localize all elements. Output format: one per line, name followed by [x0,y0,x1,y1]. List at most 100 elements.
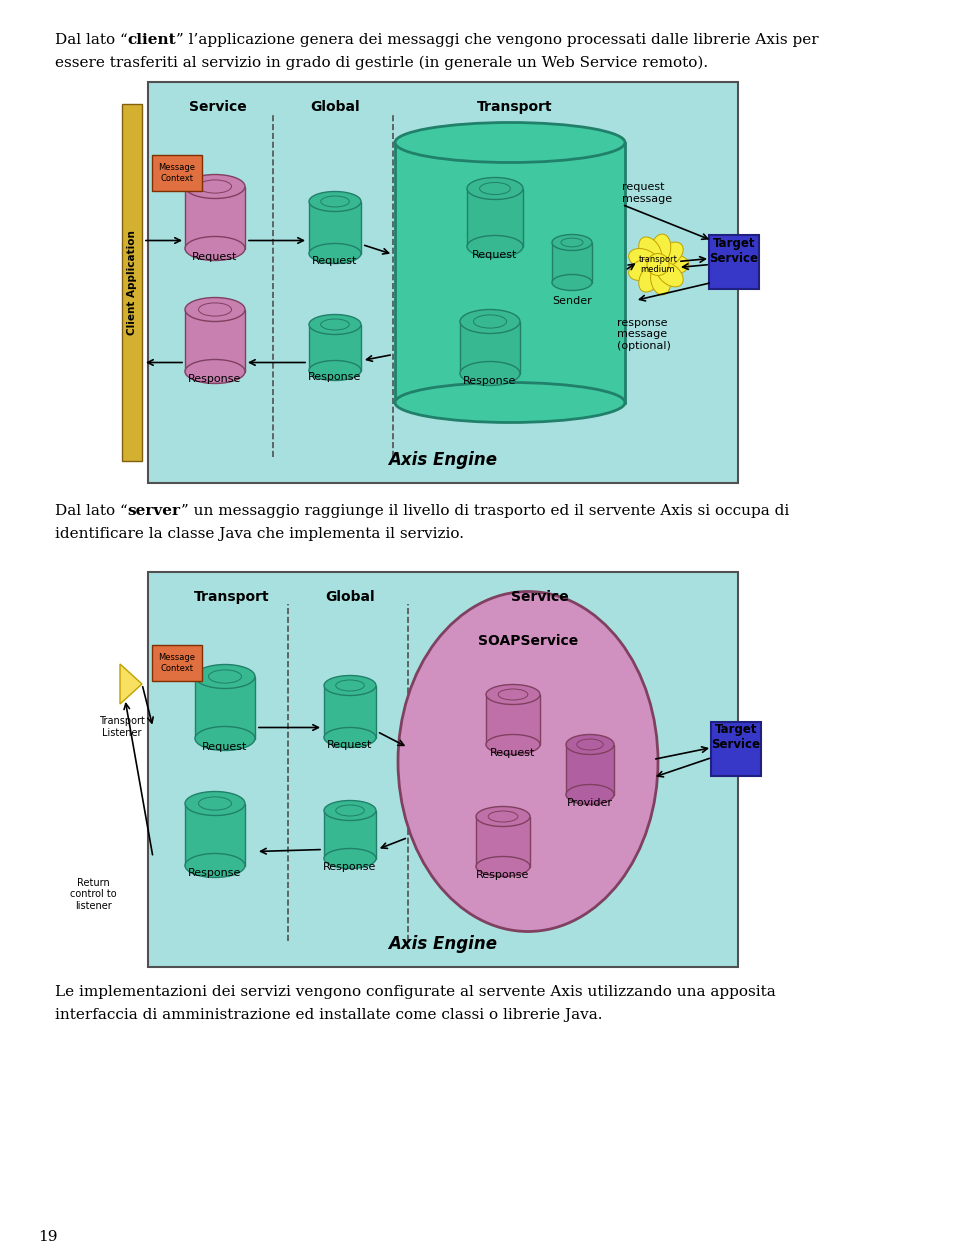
Text: Request: Request [203,742,248,752]
Polygon shape [185,803,245,866]
Text: Dal lato “: Dal lato “ [55,33,128,48]
Ellipse shape [629,249,659,270]
Polygon shape [566,744,614,794]
Text: transport
medium: transport medium [638,255,678,274]
Text: ” un messaggio raggiunge il livello di trasporto ed il servente Axis si occupa d: ” un messaggio raggiunge il livello di t… [180,504,789,518]
Polygon shape [324,811,376,858]
Text: server: server [128,504,180,518]
Ellipse shape [185,359,245,384]
Ellipse shape [657,243,684,266]
Ellipse shape [185,853,245,877]
Ellipse shape [552,274,592,290]
FancyBboxPatch shape [122,104,142,462]
FancyBboxPatch shape [711,722,761,776]
Text: Axis Engine: Axis Engine [389,934,497,953]
Ellipse shape [309,360,361,380]
Polygon shape [185,186,245,249]
Ellipse shape [486,684,540,704]
Text: Service: Service [511,590,569,604]
Ellipse shape [629,259,659,280]
Text: Message
Context: Message Context [158,164,196,183]
Ellipse shape [309,244,361,264]
Text: Transport: Transport [194,590,270,604]
Polygon shape [195,677,255,738]
Text: request
message: request message [622,183,672,204]
Ellipse shape [566,734,614,754]
Ellipse shape [638,264,661,291]
Polygon shape [467,189,523,246]
Text: identificare la classe Java che implementa il servizio.: identificare la classe Java che implemen… [55,527,464,540]
Text: SOAPService: SOAPService [478,634,578,648]
Text: Global: Global [325,590,374,604]
Text: Response: Response [324,862,376,872]
Text: Le implementazioni dei servizi vengono configurate al servente Axis utilizzando : Le implementazioni dei servizi vengono c… [55,985,776,1000]
FancyBboxPatch shape [152,646,202,681]
Ellipse shape [658,255,688,274]
Ellipse shape [651,264,671,295]
Text: Global: Global [310,100,360,114]
FancyBboxPatch shape [152,155,202,191]
Polygon shape [460,322,520,374]
Ellipse shape [638,236,661,265]
Ellipse shape [324,676,376,696]
Polygon shape [552,243,592,283]
Polygon shape [120,664,142,704]
Ellipse shape [398,592,658,932]
Text: Provider: Provider [567,797,613,807]
Ellipse shape [309,191,361,211]
Ellipse shape [467,235,523,258]
Polygon shape [476,817,530,867]
Text: Response: Response [188,868,242,878]
Ellipse shape [395,383,625,423]
Ellipse shape [185,792,245,816]
Text: Request: Request [192,251,238,261]
Text: Return
control to
listener: Return control to listener [70,877,116,911]
FancyBboxPatch shape [148,572,738,967]
Text: essere trasferiti al servizio in grado di gestirle (in generale un Web Service r: essere trasferiti al servizio in grado d… [55,56,708,70]
Text: Message
Context: Message Context [158,653,196,673]
Ellipse shape [552,234,592,250]
Text: Dal lato “: Dal lato “ [55,504,128,518]
Text: Target
Service: Target Service [709,236,758,264]
Ellipse shape [651,234,671,265]
Text: Transport: Transport [477,100,553,114]
Ellipse shape [185,298,245,322]
Text: Response: Response [308,373,362,383]
Ellipse shape [195,664,255,688]
Ellipse shape [476,857,530,877]
Polygon shape [185,309,245,372]
Ellipse shape [309,314,361,334]
Polygon shape [309,324,361,370]
Text: Target
Service: Target Service [711,723,760,752]
Text: client: client [128,33,177,48]
Polygon shape [309,201,361,254]
FancyBboxPatch shape [709,234,759,289]
Text: Transport
Listener: Transport Listener [99,716,145,738]
Ellipse shape [460,362,520,385]
Text: Request: Request [491,748,536,758]
Ellipse shape [324,848,376,868]
Ellipse shape [185,236,245,260]
Text: Service: Service [189,100,247,114]
Ellipse shape [566,784,614,804]
Text: Request: Request [472,250,517,260]
Text: Sender: Sender [552,295,592,305]
Ellipse shape [486,734,540,754]
Ellipse shape [324,801,376,821]
Text: Response: Response [476,869,530,879]
Polygon shape [324,686,376,738]
Text: 19: 19 [38,1230,58,1243]
Polygon shape [486,694,540,744]
Ellipse shape [395,123,625,163]
Text: Response: Response [188,374,242,384]
Text: interfaccia di amministrazione ed installate come classi o librerie Java.: interfaccia di amministrazione ed instal… [55,1008,603,1022]
Text: ” l’applicazione genera dei messaggi che vengono processati dalle librerie Axis : ” l’applicazione genera dei messaggi che… [177,33,819,48]
Ellipse shape [476,807,530,827]
Ellipse shape [195,727,255,751]
Text: Client Application: Client Application [127,230,137,335]
Ellipse shape [647,254,669,275]
Text: Request: Request [312,256,358,266]
Polygon shape [395,143,625,403]
Ellipse shape [657,261,684,286]
Text: Axis Engine: Axis Engine [389,452,497,469]
